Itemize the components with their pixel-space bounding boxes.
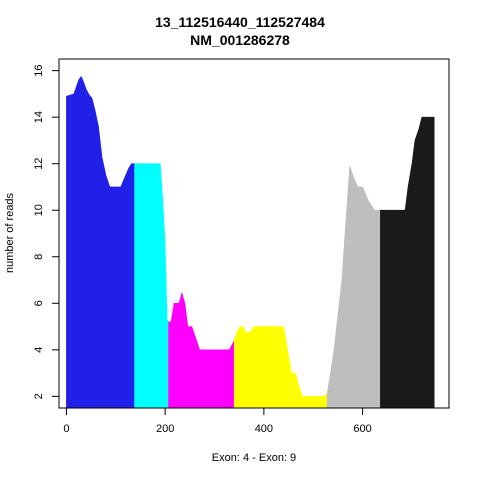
y-tick-label: 2 <box>33 393 45 399</box>
y-axis-title: number of reads <box>4 192 16 273</box>
y-axis: 2 4 6 8 10 12 14 16 <box>33 65 60 399</box>
exon-area-1 <box>66 75 135 409</box>
chart-title-line-2: NM_001286278 <box>190 32 290 48</box>
x-tick-label: 0 <box>63 423 69 435</box>
exon-area-4 <box>233 326 328 409</box>
exon-area-6 <box>380 116 435 409</box>
coverage-areas <box>66 75 435 409</box>
chart-title-line-1: 13_112516440_112527484 <box>155 14 325 30</box>
x-tick-label: 200 <box>156 423 174 435</box>
x-tick-label: 400 <box>255 423 273 435</box>
x-axis-title: Exon: 4 - Exon: 9 <box>212 452 296 464</box>
y-tick-label: 12 <box>33 158 45 170</box>
y-tick-label: 6 <box>33 300 45 306</box>
x-tick-label: 600 <box>353 423 371 435</box>
y-tick-label: 14 <box>33 111 45 123</box>
y-tick-label: 8 <box>33 254 45 260</box>
exon-area-2 <box>134 163 169 409</box>
y-tick-label: 16 <box>33 65 45 77</box>
exon-area-5 <box>326 165 381 409</box>
x-axis: 0 200 400 600 <box>63 407 372 435</box>
y-tick-label: 10 <box>33 204 45 216</box>
y-tick-label: 4 <box>33 347 45 353</box>
exon-area-3 <box>168 291 235 409</box>
